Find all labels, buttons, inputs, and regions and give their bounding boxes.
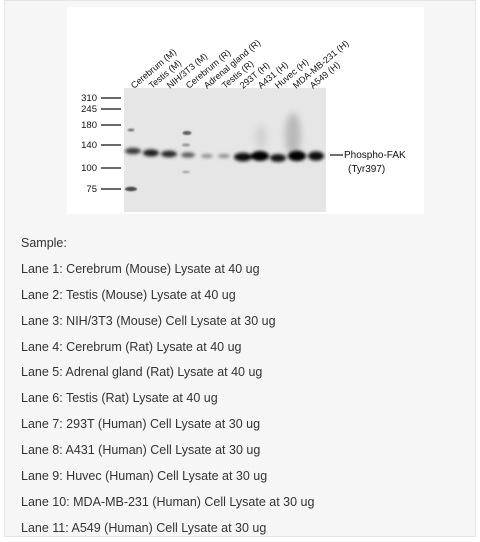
band-lane-3: [161, 150, 177, 158]
band-lane-4-high: [182, 131, 192, 135]
caption-lane-11: Lane 11: A549 (Human) Cell Lysate at 30 …: [21, 520, 267, 535]
target-label-site: (Tyr397): [348, 164, 385, 175]
marker-245: 245: [81, 104, 97, 115]
marker-310: 310: [81, 93, 97, 104]
smear-lane-9: [285, 113, 301, 157]
band-lane-1: [125, 147, 141, 155]
caption-lane-5: Lane 5: Adrenal gland (Rat) Lysate at 40…: [21, 365, 263, 380]
caption-lane-3: Lane 3: NIH/3T3 (Mouse) Cell Lysate at 3…: [21, 313, 276, 328]
band-lane-6: [218, 154, 230, 158]
caption-lane-2: Lane 2: Testis (Mouse) Lysate at 40 ug: [21, 287, 236, 302]
caption-lane-9: Lane 9: Huvec (Human) Cell Lysate at 30 …: [21, 469, 268, 484]
band-lane-9: [270, 154, 286, 162]
marker-180: 180: [81, 120, 97, 131]
band-lane-4-low: [182, 170, 190, 174]
band-lane-11: [308, 151, 324, 161]
marker-140: 140: [81, 140, 97, 151]
marker-75: 75: [86, 184, 97, 195]
band-lane-10: [288, 150, 306, 162]
band-lane-1-low: [125, 186, 137, 192]
band-lane-4-mid: [182, 143, 190, 147]
target-label-name: Phospho-FAK: [344, 150, 406, 161]
band-lane-4: [181, 152, 195, 158]
figure-panel: Cerebrum (M) Testis (M) NIH/3T3 (M) Cere…: [4, 0, 476, 537]
caption-heading: Sample:: [21, 236, 67, 250]
band-lane-8: [251, 151, 269, 161]
band-lane-7: [234, 152, 252, 162]
band-lane-2: [143, 149, 159, 157]
caption-lane-7: Lane 7: 293T (Human) Cell Lysate at 30 u…: [21, 417, 261, 432]
caption-lane-1: Lane 1: Cerebrum (Mouse) Lysate at 40 ug: [21, 261, 260, 276]
band-lane-1-high: [127, 128, 135, 132]
band-lane-5: [201, 154, 213, 158]
sample-caption: Sample: Lane 1: Cerebrum (Mouse) Lysate …: [21, 231, 471, 542]
western-blot-figure: Cerebrum (M) Testis (M) NIH/3T3 (M) Cere…: [67, 7, 424, 214]
marker-100: 100: [81, 163, 97, 174]
caption-lane-10: Lane 10: MDA-MB-231 (Human) Cell Lysate …: [21, 494, 315, 509]
smear-lane-7: [255, 125, 267, 149]
caption-lane-6: Lane 6: Testis (Rat) Lysate at 40 ug: [21, 391, 218, 406]
western-blot-image: Cerebrum (M) Testis (M) NIH/3T3 (M) Cere…: [81, 38, 406, 212]
caption-lane-8: Lane 8: A431 (Human) Cell Lysate at 30 u…: [21, 443, 261, 458]
caption-lane-4: Lane 4: Cerebrum (Rat) Lysate at 40 ug: [21, 339, 242, 354]
